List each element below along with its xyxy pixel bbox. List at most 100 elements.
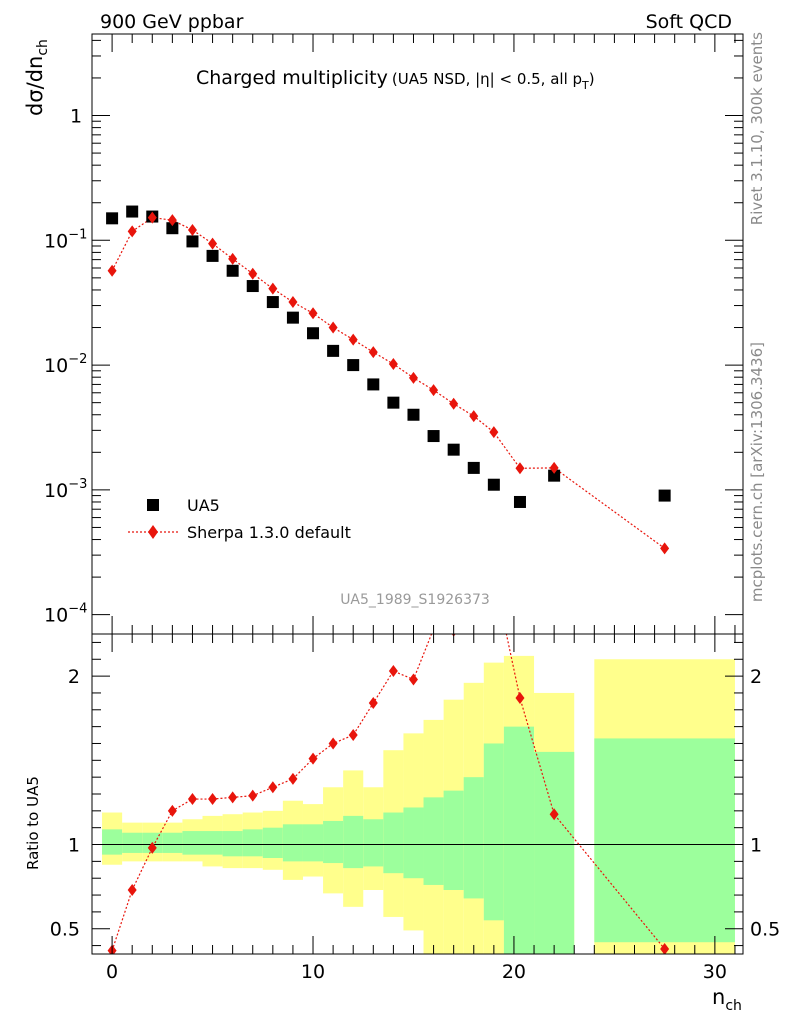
x-tick-label-2: 20 xyxy=(502,961,526,983)
x-tick-label-3: 30 xyxy=(703,961,727,983)
sherpa-point-7 xyxy=(248,267,258,280)
ratio-point-5 xyxy=(208,793,218,806)
stat-band-15 xyxy=(403,807,424,879)
ratio-point-4 xyxy=(187,793,197,806)
ratio-point-3 xyxy=(167,804,177,817)
sherpa-point-21 xyxy=(549,461,559,474)
stat-band-0 xyxy=(102,829,123,855)
ratio-point-10 xyxy=(308,752,318,765)
ua5-point-1 xyxy=(126,205,139,218)
sherpa-point-15 xyxy=(408,371,418,384)
legend-label-sherpa: Sherpa 1.3.0 default xyxy=(187,523,351,542)
ratio-y-tick-label-left-2: 2 xyxy=(68,666,80,688)
ratio-point-1 xyxy=(127,884,137,896)
ua5-point-20 xyxy=(513,495,526,508)
y-tick-label-2: 10−2 xyxy=(44,352,87,377)
header-right: Soft QCD xyxy=(646,11,732,33)
ua5-point-0 xyxy=(106,212,119,225)
ratio-y-tick-label-right-0: 0.5 xyxy=(750,919,780,941)
stat-band-3 xyxy=(162,832,183,853)
y-tick-label-3: 10−3 xyxy=(44,477,87,502)
x-tick-label-0: 0 xyxy=(106,961,118,983)
sherpa-point-13 xyxy=(368,346,378,359)
header-left: 900 GeV ppbar xyxy=(100,11,244,33)
ratio-point-15 xyxy=(408,673,418,686)
stat-band-4 xyxy=(182,831,203,855)
ua5-point-3 xyxy=(166,222,179,235)
stat-band-13 xyxy=(363,819,384,867)
x-tick-label-1: 10 xyxy=(301,961,325,983)
sherpa-point-11 xyxy=(328,321,338,334)
main-axes: 1 10−1 10−2 10−3 10−4 xyxy=(44,34,743,954)
legend-label-ua5: UA5 xyxy=(187,496,220,515)
stat-band-22 xyxy=(594,738,735,943)
ua5-point-17 xyxy=(447,443,460,456)
ratio-point-20 xyxy=(515,692,525,704)
ua5-point-19 xyxy=(487,478,500,491)
sherpa-point-8 xyxy=(268,282,278,295)
mcplots-label: mcplots.cern.ch [arXiv:1306.3436] xyxy=(748,342,766,602)
ratio-y-tick-label-right-2: 2 xyxy=(750,666,762,688)
stat-band-1 xyxy=(122,832,143,853)
ua5-point-10 xyxy=(307,327,320,340)
ratio-point-22 xyxy=(660,942,670,954)
sherpa-point-14 xyxy=(388,358,398,371)
stat-band-11 xyxy=(323,820,344,864)
sherpa-point-5 xyxy=(208,237,218,250)
y-axis-label: dσ/dnch xyxy=(23,39,51,116)
main-frame xyxy=(91,33,744,635)
ratio-point-9 xyxy=(288,772,298,785)
sherpa-point-9 xyxy=(288,296,298,309)
ratio-y-label: Ratio to UA5 xyxy=(24,776,42,870)
ua5-point-9 xyxy=(286,311,299,324)
ratio-y-tick-label-left-0: 0.5 xyxy=(50,919,80,941)
stat-band-21 xyxy=(534,751,575,954)
ratio-y-tick-label-left-1: 1 xyxy=(68,835,80,857)
sherpa-point-17 xyxy=(449,397,459,410)
sherpa-point-3 xyxy=(167,214,177,227)
stat-band-5 xyxy=(202,831,223,855)
ua5-point-12 xyxy=(347,359,360,372)
stat-band-12 xyxy=(343,815,364,869)
ratio-point-8 xyxy=(268,781,278,794)
sherpa-point-16 xyxy=(429,384,439,397)
ua5-point-15 xyxy=(407,408,420,421)
legend-marker-sherpa xyxy=(148,525,158,539)
ratio-point-19 xyxy=(489,569,498,581)
sherpa-point-4 xyxy=(187,223,197,236)
ratio-point-14 xyxy=(388,665,398,678)
sherpa-point-18 xyxy=(469,410,479,423)
ua5-point-13 xyxy=(367,378,380,391)
ua5-point-18 xyxy=(467,461,480,474)
ua5-point-8 xyxy=(266,296,279,309)
sherpa-point-1 xyxy=(127,225,137,238)
ua5-point-14 xyxy=(387,396,400,409)
legend: UA5 Sherpa 1.3.0 default xyxy=(128,496,351,542)
main-plot-area xyxy=(106,205,671,555)
ratio-point-21 xyxy=(549,808,559,821)
sherpa-point-20 xyxy=(515,462,525,475)
ua5-point-7 xyxy=(246,280,259,293)
legend-marker-ua5 xyxy=(147,499,159,511)
ua5-point-11 xyxy=(327,344,340,357)
stat-band-7 xyxy=(242,829,263,857)
stat-band-20 xyxy=(503,726,535,954)
sherpa-point-2 xyxy=(147,211,157,224)
ratio-point-12 xyxy=(348,729,358,742)
sherpa-point-12 xyxy=(348,333,358,346)
x-axis-label: nch xyxy=(712,985,742,1014)
stat-band-18 xyxy=(463,777,484,899)
stat-band-14 xyxy=(383,812,404,874)
sherpa-line xyxy=(111,216,665,549)
ua5-point-5 xyxy=(206,249,219,262)
stat-band-16 xyxy=(423,797,444,885)
ratio-bands xyxy=(92,655,743,954)
stat-band-17 xyxy=(443,790,464,890)
ratio-plot-area xyxy=(107,569,670,954)
ua5-point-4 xyxy=(186,235,199,248)
ratio-axes: 0.5 0.51 12 20 10 20 30 xyxy=(50,641,780,983)
ratio-y-tick-label-right-1: 1 xyxy=(750,835,762,857)
ratio-point-13 xyxy=(368,697,378,710)
ua5-point-22 xyxy=(658,489,671,502)
